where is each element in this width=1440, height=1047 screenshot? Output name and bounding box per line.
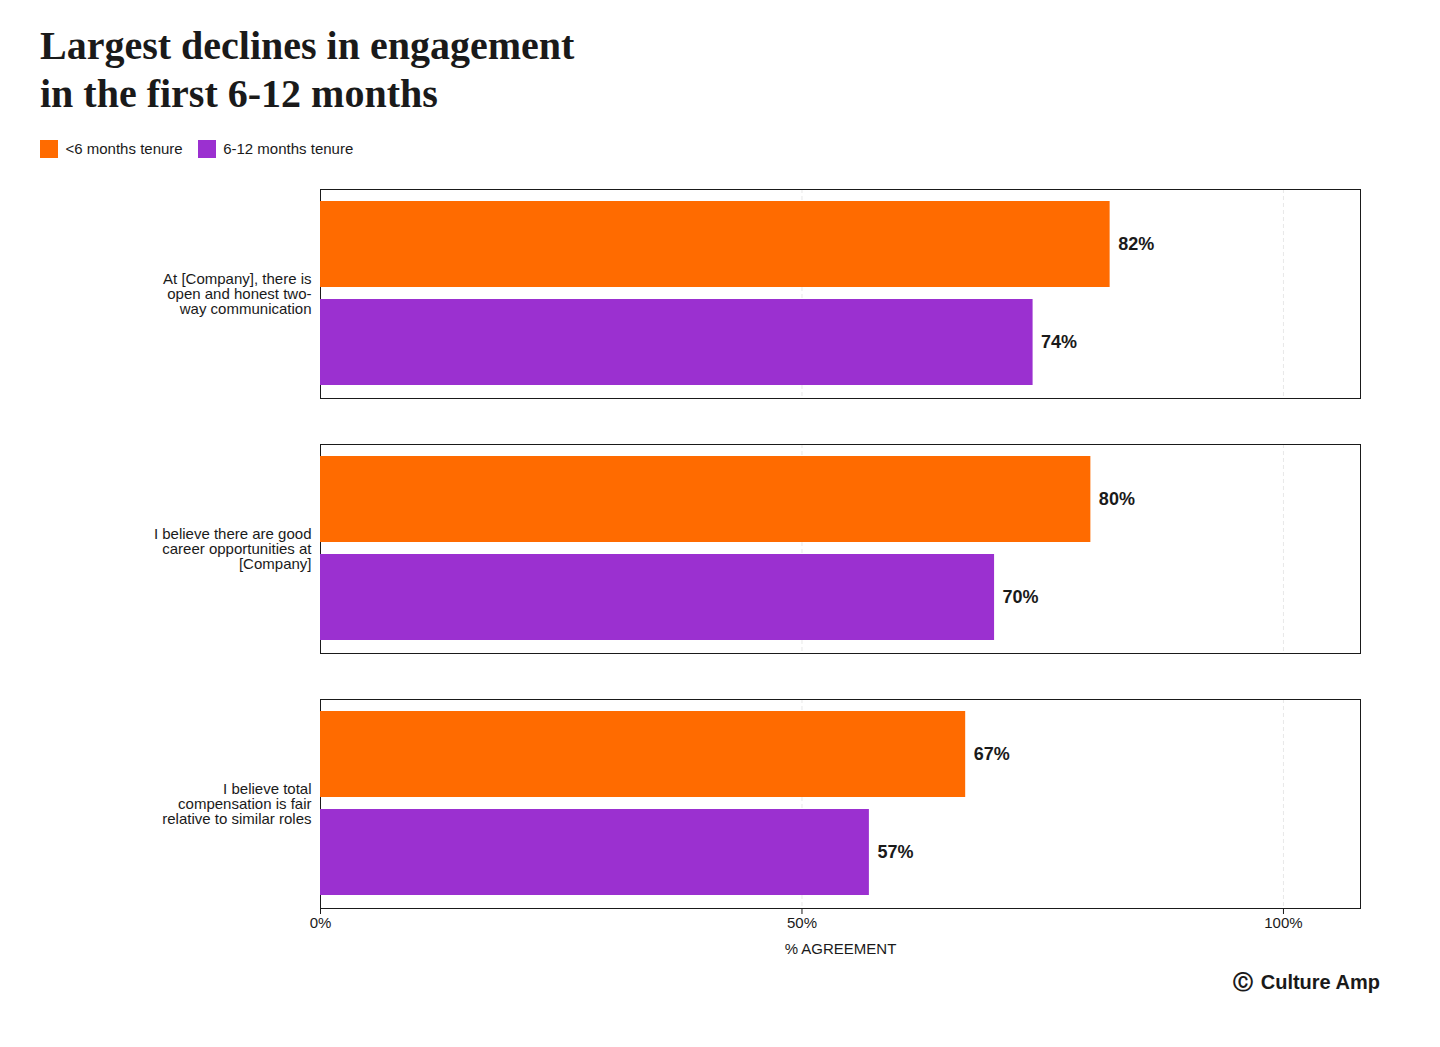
svg-text:100%: 100%	[1264, 914, 1302, 931]
svg-text:50%: 50%	[787, 914, 817, 931]
svg-text:67%: 67%	[974, 744, 1010, 764]
html-text:Largest declines in engagement: Largest declines in engagement	[40, 23, 575, 68]
svg-text:% AGREEMENT: % AGREEMENT	[785, 939, 897, 956]
svg-text:82%: 82%	[1118, 234, 1154, 254]
html-text:Ⓒ Culture Amp: Ⓒ Culture Amp	[1232, 970, 1380, 993]
svg-text:70%: 70%	[1003, 587, 1039, 607]
svg-text:74%: 74%	[1041, 332, 1077, 352]
svg-text:At [Company], there isopen and: At [Company], there isopen and honest tw…	[163, 269, 311, 316]
svg-text:0%: 0%	[310, 914, 332, 931]
svg-text:80%: 80%	[1099, 489, 1135, 509]
html-text:in the first 6-12 months: in the first 6-12 months	[40, 71, 438, 116]
svg-text:I believe totalcompensation is: I believe totalcompensation is fairrelat…	[162, 779, 311, 826]
svg-text:57%: 57%	[877, 842, 913, 862]
html-text:6-12 months tenure: 6-12 months tenure	[223, 140, 354, 157]
svg-text:I believe there are goodcareer: I believe there are goodcareer opportuni…	[154, 524, 312, 571]
html-text:<6 months tenure: <6 months tenure	[65, 140, 183, 157]
